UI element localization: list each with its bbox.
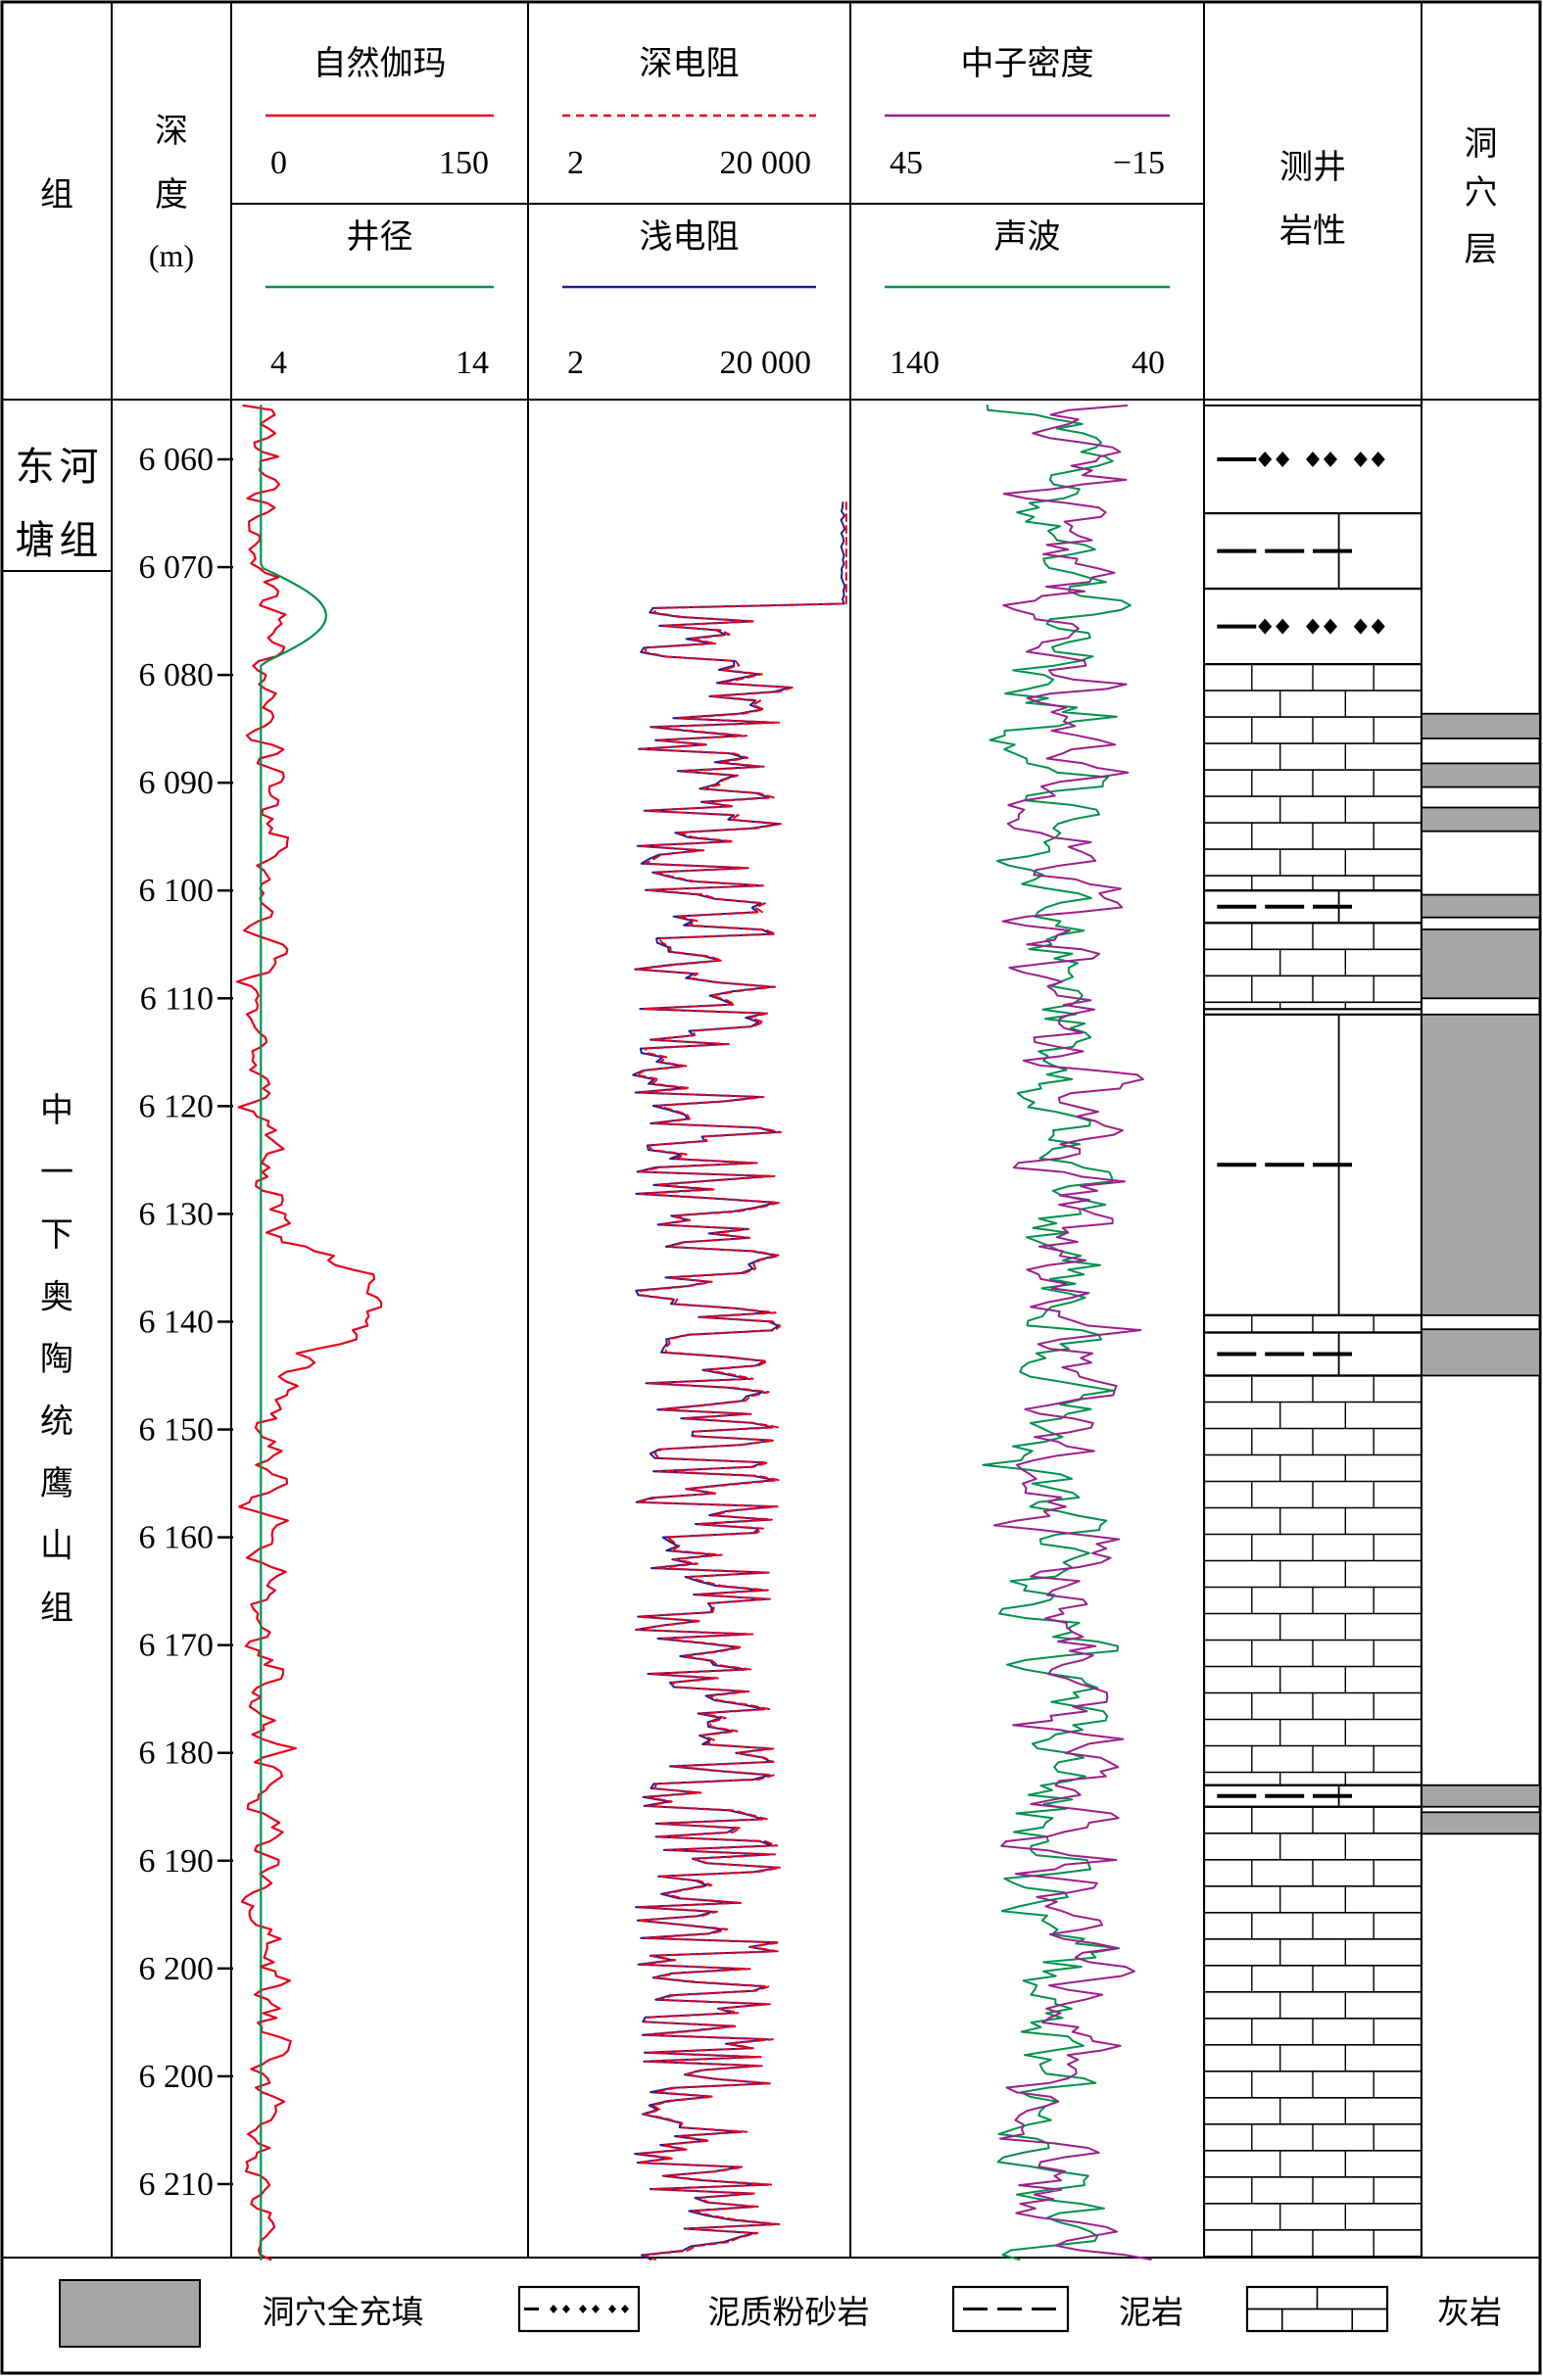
svg-text:山: 山 — [40, 1529, 73, 1565]
svg-text:鹰: 鹰 — [40, 1465, 73, 1502]
svg-text:6 130: 6 130 — [139, 1196, 215, 1232]
svg-text:2: 2 — [567, 145, 584, 181]
svg-text:层: 层 — [1465, 232, 1498, 268]
svg-text:6 190: 6 190 — [139, 1843, 215, 1880]
svg-text:测井: 测井 — [1279, 149, 1346, 186]
svg-text:6 160: 6 160 — [139, 1520, 215, 1556]
svg-text:东: 东 — [16, 445, 55, 489]
svg-text:一: 一 — [40, 1156, 73, 1192]
svg-text:2: 2 — [567, 345, 584, 381]
svg-text:奥: 奥 — [40, 1279, 73, 1316]
svg-text:20 000: 20 000 — [720, 145, 812, 181]
svg-text:塘: 塘 — [16, 518, 55, 562]
svg-text:组: 组 — [40, 1590, 73, 1627]
svg-text:6 210: 6 210 — [139, 2166, 215, 2203]
svg-text:(m): (m) — [149, 238, 194, 273]
svg-text:6 070: 6 070 — [139, 549, 215, 586]
svg-text:井径: 井径 — [347, 218, 413, 256]
svg-text:40: 40 — [1132, 345, 1165, 381]
svg-text:20 000: 20 000 — [720, 345, 812, 381]
svg-text:度: 度 — [155, 176, 188, 214]
svg-text:浅电阻: 浅电阻 — [640, 218, 740, 256]
svg-text:灰岩: 灰岩 — [1437, 2295, 1502, 2331]
svg-text:6 120: 6 120 — [139, 1088, 215, 1124]
svg-text:组: 组 — [40, 176, 73, 214]
svg-text:6 180: 6 180 — [139, 1736, 215, 1772]
svg-text:−15: −15 — [1113, 145, 1165, 181]
svg-text:6 100: 6 100 — [139, 873, 215, 909]
svg-text:洞穴全充填: 洞穴全充填 — [263, 2295, 424, 2331]
svg-text:6 110: 6 110 — [140, 980, 214, 1017]
svg-text:14: 14 — [456, 345, 489, 381]
svg-text:河: 河 — [59, 445, 98, 489]
svg-text:6 140: 6 140 — [139, 1304, 215, 1340]
svg-text:6 080: 6 080 — [139, 657, 215, 693]
svg-text:0: 0 — [270, 145, 287, 181]
svg-text:中子密度: 中子密度 — [961, 45, 1094, 82]
svg-text:岩性: 岩性 — [1279, 213, 1346, 250]
svg-text:深: 深 — [155, 114, 188, 150]
svg-text:自然伽玛: 自然伽玛 — [313, 45, 447, 82]
svg-text:洞: 洞 — [1465, 126, 1498, 163]
svg-text:组: 组 — [59, 518, 98, 562]
svg-text:声波: 声波 — [994, 218, 1061, 256]
svg-text:6 200: 6 200 — [139, 2059, 215, 2095]
svg-text:中: 中 — [40, 1092, 73, 1129]
svg-text:陶: 陶 — [40, 1341, 73, 1378]
svg-text:下: 下 — [40, 1217, 73, 1254]
svg-text:45: 45 — [890, 145, 923, 181]
svg-text:6 150: 6 150 — [139, 1412, 215, 1449]
svg-text:6 200: 6 200 — [139, 1951, 215, 1987]
svg-text:泥岩: 泥岩 — [1119, 2295, 1183, 2331]
svg-text:150: 150 — [439, 145, 489, 181]
svg-text:泥质粉砂岩: 泥质粉砂岩 — [708, 2295, 870, 2331]
svg-text:深电阻: 深电阻 — [640, 45, 740, 82]
svg-text:140: 140 — [890, 345, 940, 381]
svg-text:穴: 穴 — [1465, 174, 1498, 212]
svg-text:6 060: 6 060 — [139, 442, 215, 478]
svg-text:统: 统 — [40, 1404, 73, 1441]
svg-text:4: 4 — [270, 345, 287, 381]
svg-text:6 170: 6 170 — [139, 1628, 215, 1664]
svg-text:6 090: 6 090 — [139, 765, 215, 801]
